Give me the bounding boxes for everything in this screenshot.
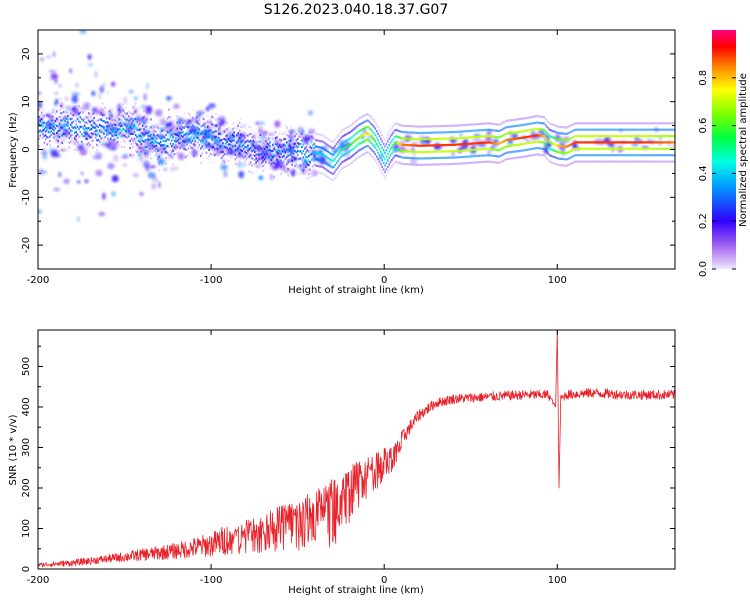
snr-ytick-label: 100 [21,519,32,538]
snr-panel: -200 -100 0 100 0 100 200 300 400 500 Height of s… [8,329,676,596]
snr-ylabel: SNR (10 * v/v) [8,414,19,485]
spectrogram-ytick-label: -10 [21,189,32,205]
colorbar-gradient [712,30,736,269]
snr-xtick-label: 0 [381,575,387,586]
spectrogram-ytick-label: 10 [21,95,32,108]
spectrogram-xtick-label: 0 [381,275,387,286]
colorbar-tick-label: 0.2 [698,213,709,229]
spectrogram-xtick-label: -200 [27,275,50,286]
spectrogram-xlabel: Height of straight line (km) [288,285,424,296]
colorbar: 0.0 0.2 0.4 0.6 0.8 Normalized spectral ampl… [698,30,749,277]
colorbar-label: Normalized spectral amplitude [738,73,749,227]
colorbar-tick-label: 0.8 [698,70,709,86]
spectrogram-ytick-label: 20 [21,48,32,61]
colorbar-tick-label: 0.4 [698,165,709,181]
snr-xlabel: Height of straight line (km) [288,585,424,596]
snr-series-line [38,330,675,568]
snr-ytick-label: 300 [21,438,32,457]
snr-frame [37,329,676,570]
colorbar-ticks: 0.0 0.2 0.4 0.6 0.8 [698,70,736,277]
spectrogram-xtick-label: 100 [548,275,567,286]
spectrogram-ridge [38,97,675,182]
snr-xtick-label: -100 [200,575,223,586]
spectrogram-ytick-label: -20 [21,237,32,253]
snr-ytick-label: 500 [21,357,32,376]
snr-ytick-label: 200 [21,478,32,497]
colorbar-tick-label: 0.0 [698,261,709,277]
snr-ticks: -200 -100 0 100 0 100 200 300 400 500 [21,330,675,586]
spectrogram-ylabel: Frequency (Hz) [8,112,19,188]
spectrogram-heatmap [38,30,675,222]
snr-xtick-label: -200 [27,575,50,586]
snr-xtick-label: 100 [548,575,567,586]
spectrogram-xtick-label: -100 [200,275,223,286]
figure-title: S126.2023.040.18.37.G07 [264,2,449,18]
spectrogram-ytick-label: 0 [21,146,32,152]
colorbar-tick-label: 0.6 [698,118,709,134]
snr-ytick-label: 0 [21,566,32,572]
snr-ytick-label: 400 [21,397,32,416]
